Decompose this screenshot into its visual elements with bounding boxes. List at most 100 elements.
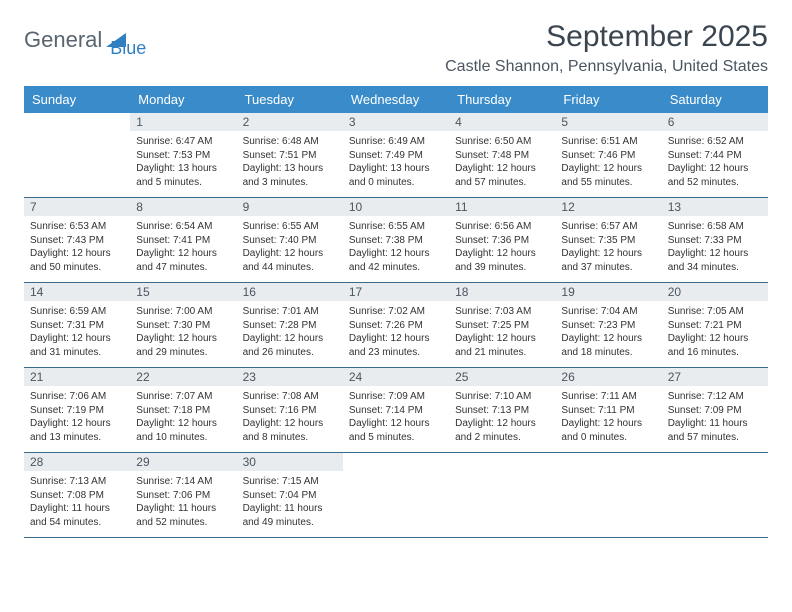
day-number: 7 xyxy=(24,198,130,216)
day-cell: 27 Sunrise: 7:12 AMSunset: 7:09 PMDayligh… xyxy=(662,368,768,452)
day-cell: 25 Sunrise: 7:10 AMSunset: 7:13 PMDayligh… xyxy=(449,368,555,452)
logo: General Blue xyxy=(24,20,146,59)
day-cell: 19 Sunrise: 7:04 AMSunset: 7:23 PMDayligh… xyxy=(555,283,661,367)
day-header: Tuesday xyxy=(237,86,343,113)
day-sun-info: Sunrise: 6:57 AMSunset: 7:35 PMDaylight:… xyxy=(561,220,655,274)
month-title: September 2025 xyxy=(445,20,768,54)
day-cell: 3 Sunrise: 6:49 AMSunset: 7:49 PMDaylight… xyxy=(343,113,449,197)
day-cell: 12 Sunrise: 6:57 AMSunset: 7:35 PMDayligh… xyxy=(555,198,661,282)
day-number: 27 xyxy=(662,368,768,386)
day-number: 14 xyxy=(24,283,130,301)
day-number: 6 xyxy=(662,113,768,131)
week-row: 28Sunrise: 7:13 AMSunset: 7:08 PMDayligh… xyxy=(24,453,768,538)
day-cell: 7 Sunrise: 6:53 AMSunset: 7:43 PMDaylight… xyxy=(24,198,130,282)
day-sun-info: Sunrise: 6:56 AMSunset: 7:36 PMDaylight:… xyxy=(455,220,549,274)
day-sun-info: Sunrise: 6:54 AMSunset: 7:41 PMDaylight:… xyxy=(136,220,230,274)
day-sun-info: Sunrise: 6:59 AMSunset: 7:31 PMDaylight:… xyxy=(30,305,124,359)
title-block: September 2025 Castle Shannon, Pennsylva… xyxy=(445,20,768,76)
day-cell: 28Sunrise: 7:13 AMSunset: 7:08 PMDayligh… xyxy=(24,453,130,537)
day-sun-info: Sunrise: 7:08 AMSunset: 7:16 PMDaylight:… xyxy=(243,390,337,444)
day-cell: 1Sunrise: 6:47 AMSunset: 7:53 PMDaylight… xyxy=(130,113,236,197)
day-number: 22 xyxy=(130,368,236,386)
day-cell: 10 Sunrise: 6:55 AMSunset: 7:38 PMDayligh… xyxy=(343,198,449,282)
day-sun-info: Sunrise: 7:02 AMSunset: 7:26 PMDaylight:… xyxy=(349,305,443,359)
day-number: 2 xyxy=(237,113,343,131)
day-cell xyxy=(343,453,449,537)
day-sun-info: Sunrise: 7:14 AMSunset: 7:06 PMDaylight:… xyxy=(136,475,230,529)
day-cell xyxy=(662,453,768,537)
day-sun-info: Sunrise: 7:15 AMSunset: 7:04 PMDaylight:… xyxy=(243,475,337,529)
header: General Blue September 2025 Castle Shann… xyxy=(24,20,768,76)
day-number: 30 xyxy=(237,453,343,471)
day-sun-info: Sunrise: 7:09 AMSunset: 7:14 PMDaylight:… xyxy=(349,390,443,444)
day-number: 5 xyxy=(555,113,661,131)
logo-text-2: Blue xyxy=(110,38,146,59)
week-row: 21Sunrise: 7:06 AMSunset: 7:19 PMDayligh… xyxy=(24,368,768,453)
day-cell: 9 Sunrise: 6:55 AMSunset: 7:40 PMDaylight… xyxy=(237,198,343,282)
day-cell: 18 Sunrise: 7:03 AMSunset: 7:25 PMDayligh… xyxy=(449,283,555,367)
location: Castle Shannon, Pennsylvania, United Sta… xyxy=(445,58,768,76)
day-number: 16 xyxy=(237,283,343,301)
day-number: 11 xyxy=(449,198,555,216)
day-sun-info: Sunrise: 7:10 AMSunset: 7:13 PMDaylight:… xyxy=(455,390,549,444)
day-number: 21 xyxy=(24,368,130,386)
day-cell: 15Sunrise: 7:00 AMSunset: 7:30 PMDayligh… xyxy=(130,283,236,367)
day-number: 3 xyxy=(343,113,449,131)
day-sun-info: Sunrise: 7:05 AMSunset: 7:21 PMDaylight:… xyxy=(668,305,762,359)
day-sun-info: Sunrise: 6:50 AMSunset: 7:48 PMDaylight:… xyxy=(455,135,549,189)
day-cell: 11 Sunrise: 6:56 AMSunset: 7:36 PMDayligh… xyxy=(449,198,555,282)
day-cell xyxy=(24,113,130,197)
week-row: 14 Sunrise: 6:59 AMSunset: 7:31 PMDayligh… xyxy=(24,283,768,368)
day-sun-info: Sunrise: 7:01 AMSunset: 7:28 PMDaylight:… xyxy=(243,305,337,359)
day-number: 20 xyxy=(662,283,768,301)
day-header: Sunday xyxy=(24,86,130,113)
day-number: 13 xyxy=(662,198,768,216)
day-number: 25 xyxy=(449,368,555,386)
day-cell: 2 Sunrise: 6:48 AMSunset: 7:51 PMDaylight… xyxy=(237,113,343,197)
day-header: Saturday xyxy=(662,86,768,113)
day-sun-info: Sunrise: 6:48 AMSunset: 7:51 PMDaylight:… xyxy=(243,135,337,189)
day-sun-info: Sunrise: 6:55 AMSunset: 7:40 PMDaylight:… xyxy=(243,220,337,274)
day-header: Thursday xyxy=(449,86,555,113)
day-sun-info: Sunrise: 7:03 AMSunset: 7:25 PMDaylight:… xyxy=(455,305,549,359)
day-header: Friday xyxy=(555,86,661,113)
day-cell: 16 Sunrise: 7:01 AMSunset: 7:28 PMDayligh… xyxy=(237,283,343,367)
day-sun-info: Sunrise: 7:04 AMSunset: 7:23 PMDaylight:… xyxy=(561,305,655,359)
day-number: 1 xyxy=(130,113,236,131)
day-cell: 22 Sunrise: 7:07 AMSunset: 7:18 PMDayligh… xyxy=(130,368,236,452)
day-cell: 6 Sunrise: 6:52 AMSunset: 7:44 PMDaylight… xyxy=(662,113,768,197)
day-number: 8 xyxy=(130,198,236,216)
day-sun-info: Sunrise: 6:53 AMSunset: 7:43 PMDaylight:… xyxy=(30,220,124,274)
day-sun-info: Sunrise: 7:12 AMSunset: 7:09 PMDaylight:… xyxy=(668,390,762,444)
day-number: 10 xyxy=(343,198,449,216)
day-sun-info: Sunrise: 7:07 AMSunset: 7:18 PMDaylight:… xyxy=(136,390,230,444)
day-number: 18 xyxy=(449,283,555,301)
day-sun-info: Sunrise: 6:55 AMSunset: 7:38 PMDaylight:… xyxy=(349,220,443,274)
day-cell: 20 Sunrise: 7:05 AMSunset: 7:21 PMDayligh… xyxy=(662,283,768,367)
day-cell: 26 Sunrise: 7:11 AMSunset: 7:11 PMDayligh… xyxy=(555,368,661,452)
day-cell: 14 Sunrise: 6:59 AMSunset: 7:31 PMDayligh… xyxy=(24,283,130,367)
day-number: 19 xyxy=(555,283,661,301)
week-row: 1Sunrise: 6:47 AMSunset: 7:53 PMDaylight… xyxy=(24,113,768,198)
day-header-row: SundayMondayTuesdayWednesdayThursdayFrid… xyxy=(24,86,768,113)
day-number: 9 xyxy=(237,198,343,216)
day-cell: 5 Sunrise: 6:51 AMSunset: 7:46 PMDaylight… xyxy=(555,113,661,197)
calendar: SundayMondayTuesdayWednesdayThursdayFrid… xyxy=(24,86,768,538)
day-cell xyxy=(555,453,661,537)
day-cell: 4 Sunrise: 6:50 AMSunset: 7:48 PMDaylight… xyxy=(449,113,555,197)
day-number: 15 xyxy=(130,283,236,301)
day-number: 12 xyxy=(555,198,661,216)
day-number: 4 xyxy=(449,113,555,131)
day-number: 17 xyxy=(343,283,449,301)
day-sun-info: Sunrise: 6:51 AMSunset: 7:46 PMDaylight:… xyxy=(561,135,655,189)
day-sun-info: Sunrise: 6:49 AMSunset: 7:49 PMDaylight:… xyxy=(349,135,443,189)
day-number: 28 xyxy=(24,453,130,471)
day-cell: 21Sunrise: 7:06 AMSunset: 7:19 PMDayligh… xyxy=(24,368,130,452)
week-row: 7 Sunrise: 6:53 AMSunset: 7:43 PMDaylight… xyxy=(24,198,768,283)
day-sun-info: Sunrise: 6:52 AMSunset: 7:44 PMDaylight:… xyxy=(668,135,762,189)
day-number: 26 xyxy=(555,368,661,386)
day-cell: 8 Sunrise: 6:54 AMSunset: 7:41 PMDaylight… xyxy=(130,198,236,282)
day-number: 24 xyxy=(343,368,449,386)
logo-text-1: General xyxy=(24,27,102,53)
day-sun-info: Sunrise: 7:11 AMSunset: 7:11 PMDaylight:… xyxy=(561,390,655,444)
